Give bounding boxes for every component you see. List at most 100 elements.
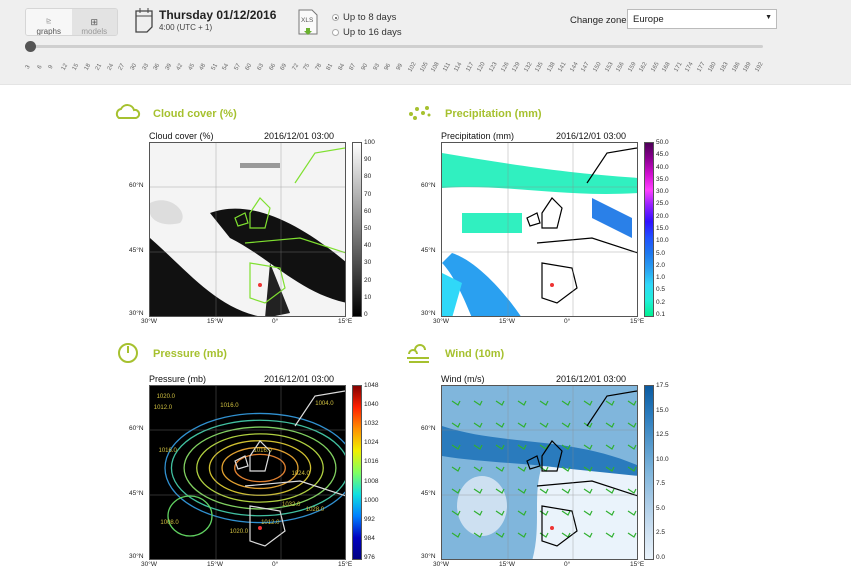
slider-tick-label[interactable]: 9 [47, 64, 55, 71]
slider-tick-label[interactable]: 60 [245, 62, 254, 72]
slider-tick-label[interactable]: 138 [546, 61, 557, 74]
slider-tick-label[interactable]: 39 [164, 62, 173, 72]
slider-tick-label[interactable]: 129 [511, 61, 522, 74]
wind-icon [407, 344, 429, 363]
slider-tick-label[interactable]: 102 [407, 61, 418, 74]
zone-select[interactable]: Europe ▼ [627, 9, 777, 29]
cloud-map[interactable] [149, 142, 346, 317]
slider-tick-label[interactable]: 45 [187, 62, 196, 72]
slider-tick-label[interactable]: 105 [419, 61, 430, 74]
slider-tick-label[interactable]: 75 [302, 62, 312, 72]
latitude-label: 30°N [421, 310, 436, 317]
slider-tick-label[interactable]: 30 [129, 62, 139, 72]
colorbar-label: 1.0 [656, 274, 666, 282]
slider-tick-label[interactable]: 51 [210, 62, 219, 72]
longitude-label: 30°W [141, 318, 157, 325]
slider-tick-label[interactable]: 165 [650, 61, 661, 74]
range-8-days-radio[interactable]: Up to 8 days [332, 12, 396, 23]
slider-tick-label[interactable]: 120 [476, 61, 488, 74]
slider-tick-label[interactable]: 54 [221, 62, 231, 72]
slider-tick-label[interactable]: 144 [569, 61, 580, 74]
slider-tick-label[interactable]: 57 [233, 62, 243, 72]
slider-tick-label[interactable]: 6 [36, 64, 44, 71]
date-title: Thursday 01/12/2016 [159, 8, 277, 22]
slider-tick-label[interactable]: 186 [731, 61, 742, 74]
slider-tick-label[interactable]: 36 [152, 62, 162, 72]
slider-tick-label[interactable]: 114 [453, 61, 464, 73]
latitude-label: 60°N [421, 182, 436, 189]
slider-tick-label[interactable]: 135 [534, 61, 545, 74]
slider-tick-label[interactable]: 123 [488, 61, 499, 74]
slider-tick-label[interactable]: 21 [94, 62, 104, 72]
slider-tick-label[interactable]: 84 [337, 62, 347, 72]
colorbar-label: 2.5 [656, 529, 666, 537]
slider-tick-label[interactable]: 171 [673, 61, 684, 74]
slider-tick-label[interactable]: 99 [395, 62, 404, 72]
slider-tick-label[interactable]: 69 [279, 62, 289, 72]
slider-tick-label[interactable]: 12 [60, 62, 69, 72]
slider-tick-label[interactable]: 141 [557, 61, 568, 74]
slider-tick-label[interactable]: 72 [291, 62, 300, 72]
slider-tick-label[interactable]: 177 [696, 61, 707, 74]
slider-tick-label[interactable]: 33 [141, 62, 150, 72]
slider-tick-label[interactable]: 87 [349, 62, 358, 72]
colorbar-label: 0 [364, 311, 368, 318]
latitude-label: 30°N [129, 310, 144, 317]
slider-tick-label[interactable]: 147 [580, 61, 592, 74]
time-slider-track[interactable] [30, 45, 763, 48]
wind-map[interactable] [441, 385, 638, 560]
slider-tick-label[interactable]: 108 [430, 61, 441, 74]
slider-tick-label[interactable]: 93 [372, 62, 381, 72]
precipitation-map[interactable] [441, 142, 638, 317]
slider-tick-label[interactable]: 168 [661, 61, 672, 74]
longitude-label: 15°W [499, 318, 515, 325]
slider-tick-label[interactable]: 18 [83, 62, 92, 72]
range-16-days-radio[interactable]: Up to 16 days [332, 27, 402, 38]
models-button[interactable]: ⊞ models [71, 9, 117, 35]
slider-tick-label[interactable]: 63 [256, 62, 266, 72]
slider-tick-label[interactable]: 96 [383, 62, 393, 72]
slider-tick-label[interactable]: 192 [754, 61, 765, 74]
longitude-label: 0° [272, 318, 279, 325]
slider-tick-label[interactable]: 78 [314, 62, 323, 72]
wind-heading: Wind (10m) [445, 348, 505, 360]
slider-tick-label[interactable]: 189 [742, 61, 753, 74]
latitude-label: 45°N [129, 490, 144, 497]
colorbar-label: 0.1 [656, 311, 666, 318]
colorbar-label: 992 [364, 515, 375, 523]
colorbar-label: 1008 [364, 477, 379, 485]
slider-tick-label[interactable]: 150 [592, 61, 603, 74]
time-slider-handle[interactable] [25, 41, 36, 52]
colorbar-label: 40 [364, 242, 372, 250]
slider-tick-label[interactable]: 183 [719, 61, 730, 74]
slider-tick-label[interactable]: 117 [465, 61, 476, 73]
slider-tick-label[interactable]: 48 [198, 62, 208, 72]
slider-tick-label[interactable]: 66 [268, 62, 277, 72]
slider-tick-label[interactable]: 24 [106, 62, 116, 72]
xls-download-button[interactable]: XLS [298, 9, 318, 36]
slider-tick-label[interactable]: 3 [24, 64, 32, 71]
slider-tick-label[interactable]: 81 [325, 62, 335, 72]
slider-tick-label[interactable]: 42 [175, 62, 185, 72]
slider-tick-label[interactable]: 159 [627, 61, 638, 74]
slider-tick-label[interactable]: 126 [500, 61, 511, 74]
pressure-map[interactable] [149, 385, 346, 560]
colorbar-label: 0.5 [656, 286, 666, 294]
slider-tick-label[interactable]: 153 [603, 61, 615, 74]
contour-label: 1008.0 [160, 520, 179, 526]
slider-tick-label[interactable]: 162 [638, 61, 649, 74]
colorbar [352, 142, 362, 317]
colorbar-label: 17.5 [656, 382, 669, 389]
slider-tick-label[interactable]: 111 [442, 61, 452, 73]
contour-label: 1004.0 [315, 401, 334, 408]
slider-tick-label[interactable]: 174 [684, 61, 696, 74]
map-title: Wind (m/s) [441, 374, 485, 384]
slider-tick-label[interactable]: 27 [118, 62, 127, 72]
contour-label: 1016.0 [253, 448, 272, 454]
slider-tick-label[interactable]: 132 [523, 61, 534, 74]
slider-tick-label[interactable]: 156 [615, 61, 626, 74]
slider-tick-label[interactable]: 15 [71, 62, 81, 72]
slider-tick-label[interactable]: 180 [707, 61, 719, 74]
slider-tick-label[interactable]: 90 [360, 62, 370, 72]
graphs-button[interactable]: ⊵ graphs [26, 9, 72, 35]
